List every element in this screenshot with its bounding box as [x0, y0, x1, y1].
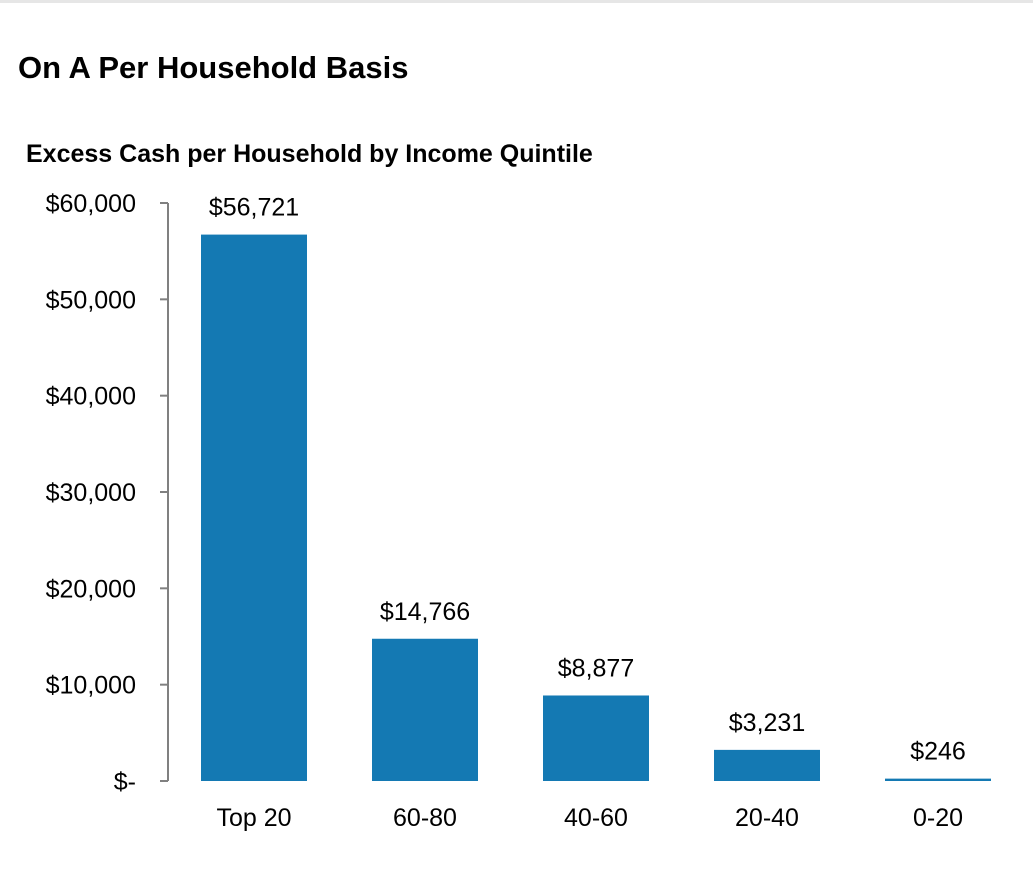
- x-axis-labels: Top 20 60-80 40-60 20-40 0-20: [216, 804, 963, 832]
- bar: [372, 638, 478, 781]
- x-tick-label: 60-80: [393, 804, 457, 832]
- x-tick-label: 0-20: [913, 804, 963, 832]
- y-tick-label: $-: [114, 768, 136, 796]
- data-label: $246: [910, 738, 966, 766]
- y-tick-label: $10,000: [46, 672, 136, 700]
- data-label: $14,766: [380, 598, 470, 626]
- data-labels: $56,721 $14,766 $8,877 $3,231 $246: [209, 194, 966, 766]
- data-label: $56,721: [209, 194, 299, 222]
- y-tick-label: $20,000: [46, 575, 136, 603]
- bar: [885, 778, 991, 781]
- bar: [543, 695, 649, 781]
- y-tick-label: $60,000: [46, 190, 136, 218]
- data-label: $3,231: [729, 709, 805, 737]
- bars: [201, 234, 991, 781]
- top-divider: [0, 0, 1033, 3]
- page-title: On A Per Household Basis: [18, 50, 409, 85]
- y-tick-label: $30,000: [46, 479, 136, 507]
- y-tick-label: $40,000: [46, 383, 136, 411]
- y-axis: $- $10,000 $20,000 $30,000 $40,000 $50,000 $60…: [46, 190, 169, 796]
- data-label: $8,877: [558, 654, 634, 682]
- y-tick-label: $50,000: [46, 286, 136, 314]
- bar: [714, 749, 820, 781]
- chart-title: Excess Cash per Household by Income Quin…: [26, 140, 593, 168]
- x-tick-label: 40-60: [564, 804, 628, 832]
- x-tick-label: 20-40: [735, 804, 799, 832]
- x-tick-label: Top 20: [216, 804, 291, 832]
- bar: [201, 234, 307, 781]
